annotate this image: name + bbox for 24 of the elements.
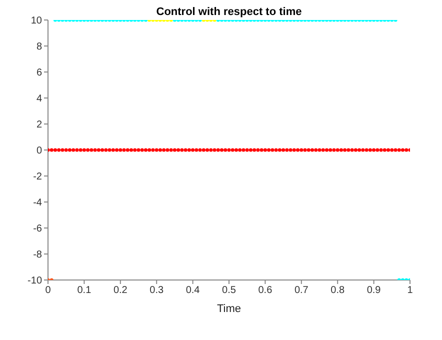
x-tick-label: 0.9: [366, 285, 382, 296]
y-tick-label: -4: [33, 198, 42, 209]
y-tick-label: 6: [36, 68, 42, 79]
y-tick-label: 10: [30, 16, 42, 27]
x-tick-label: 0.4: [186, 285, 200, 296]
chart-title: Control with respect to time: [155, 6, 303, 18]
x-tick-label: 0.3: [150, 285, 164, 296]
x-tick-label: 0: [45, 285, 52, 296]
x-tick-label: 1: [407, 285, 414, 296]
x-tick-label: 0.6: [258, 285, 273, 296]
y-tick-label: 8: [36, 42, 42, 53]
y-tick-label: -8: [33, 250, 42, 261]
y-tick-label: -10: [28, 276, 42, 287]
x-tick-label: 0.5: [222, 285, 236, 296]
y-tick-label: -6: [33, 224, 42, 235]
y-tick-label: 4: [36, 94, 42, 105]
x-tick-label: 0.1: [77, 285, 92, 296]
y-tick-label: -2: [33, 172, 42, 183]
x-tick-label: 0.8: [330, 285, 345, 296]
y-tick-label: 2: [36, 120, 42, 131]
x-tick-label: 0.2: [113, 285, 128, 296]
x-axis-title: Time: [216, 303, 242, 315]
y-tick-label: 0: [36, 146, 42, 157]
x-tick-label: 0.7: [294, 285, 309, 296]
